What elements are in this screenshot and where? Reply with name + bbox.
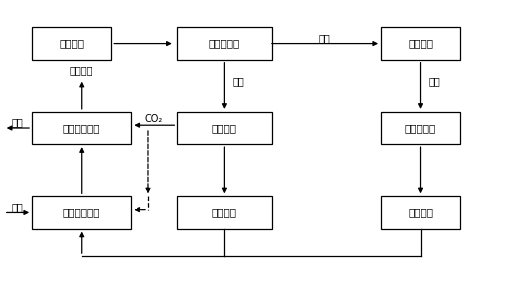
Text: 藻生物质: 藻生物质 bbox=[70, 65, 94, 75]
Bar bbox=[381, 27, 460, 60]
Text: CO₂: CO₂ bbox=[144, 114, 163, 124]
Bar bbox=[381, 112, 460, 144]
Text: 冷却、酸化: 冷却、酸化 bbox=[405, 123, 436, 133]
Bar bbox=[381, 196, 460, 229]
Text: 沉淠过滤: 沉淠过滤 bbox=[408, 208, 433, 218]
Text: 藻液膜分离器: 藻液膜分离器 bbox=[63, 123, 100, 133]
Bar bbox=[177, 27, 271, 60]
Text: 光生物反应器: 光生物反应器 bbox=[63, 208, 100, 218]
Text: 藻种: 藻种 bbox=[11, 202, 23, 212]
Text: 厉氧消化: 厉氧消化 bbox=[212, 123, 237, 133]
Bar bbox=[177, 196, 271, 229]
Bar bbox=[32, 27, 111, 60]
Text: 出水: 出水 bbox=[11, 117, 23, 127]
Bar bbox=[32, 196, 131, 229]
Text: 网格沉淠池: 网格沉淠池 bbox=[209, 38, 240, 49]
Bar bbox=[32, 112, 131, 144]
Text: 废水: 废水 bbox=[428, 77, 440, 87]
Text: 淠粉废水: 淠粉废水 bbox=[59, 38, 84, 49]
Text: 颗粒: 颗粒 bbox=[319, 33, 331, 43]
Text: 酒精发酵: 酒精发酵 bbox=[408, 38, 433, 49]
Text: 出水: 出水 bbox=[232, 77, 244, 87]
Bar bbox=[177, 112, 271, 144]
Text: 沉淠过滤: 沉淠过滤 bbox=[212, 208, 237, 218]
